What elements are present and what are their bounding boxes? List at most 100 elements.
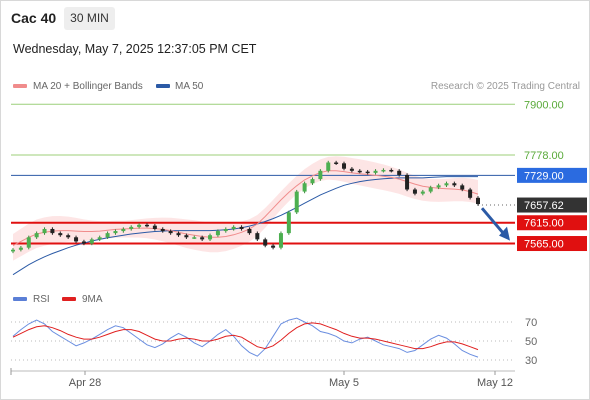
forecast-arrow-shaft <box>480 207 508 238</box>
price-label-bg <box>517 167 587 183</box>
candle-body <box>74 237 79 242</box>
candle-body <box>105 233 110 238</box>
bollinger-band <box>13 156 478 261</box>
rsi-line <box>12 317 479 358</box>
candle-body <box>263 239 268 246</box>
candle-body <box>420 191 425 194</box>
candle-body <box>468 189 473 198</box>
x-tick-label: Apr 28 <box>69 377 101 389</box>
price-label-text: 7615.00 <box>524 218 564 230</box>
candle-body <box>129 226 134 229</box>
candle-body <box>271 245 276 248</box>
candle-body <box>113 231 118 234</box>
candle-body <box>223 228 228 232</box>
candle-body <box>389 169 394 172</box>
candle-body <box>428 187 433 192</box>
candle-body <box>239 226 244 229</box>
candle-body <box>247 228 252 234</box>
x-tick-label: May 12 <box>477 377 513 389</box>
candle-body <box>81 241 86 244</box>
price-label-text: 7729.00 <box>524 170 564 182</box>
candle-body <box>318 170 323 180</box>
candle-body <box>97 237 102 240</box>
candle-body <box>66 235 71 238</box>
candle-body <box>436 185 441 188</box>
candle-body <box>121 228 126 232</box>
candle-body <box>255 233 260 240</box>
candle-body <box>18 247 23 250</box>
candle-body <box>326 162 331 171</box>
candle-body <box>168 231 173 234</box>
source-credit: Research © 2025 Trading Central <box>430 81 580 92</box>
ma9-legend-swatch <box>62 297 76 301</box>
instrument-title: Cac 40 <box>11 10 57 26</box>
ma20-line <box>12 170 479 247</box>
candle-body <box>452 183 457 186</box>
candle-body <box>278 233 283 248</box>
candle-body <box>381 169 386 172</box>
candle-body <box>342 163 347 169</box>
candle-body <box>200 237 205 240</box>
candle-body <box>184 235 189 238</box>
candle-body <box>397 170 402 175</box>
forecast-arrow-head <box>499 226 510 241</box>
candle-body <box>412 189 417 194</box>
price-label-text: 7778.00 <box>524 150 564 162</box>
candle-body <box>192 237 197 239</box>
ma20-legend-label: MA 20 + Bollinger Bands <box>33 81 143 92</box>
candle-body <box>160 228 165 232</box>
candle-body <box>349 168 354 171</box>
ma50-legend-label: MA 50 <box>175 81 204 92</box>
rsi-ma9-line <box>12 322 479 351</box>
price-label-bg <box>517 197 587 213</box>
price-label-7657-62: 7657.62 <box>517 197 587 213</box>
candle-body <box>42 228 47 234</box>
candle-body <box>208 235 213 240</box>
candle-body <box>286 212 291 234</box>
candle-body <box>26 237 31 248</box>
candle-body <box>34 233 39 238</box>
candle-body <box>294 191 299 213</box>
price-label-7778-00: 7778.00 <box>524 150 564 162</box>
candle-body <box>460 185 465 190</box>
candle-body <box>215 231 220 236</box>
candle-body <box>334 162 339 164</box>
price-label-text: 7900.00 <box>524 99 564 111</box>
timestamp: Wednesday, May 7, 2025 12:37:05 PM CET <box>13 42 257 56</box>
ma9-legend-label: 9MA <box>82 294 103 305</box>
rsi-tick-label: 50 <box>525 336 537 348</box>
candle-body <box>365 171 370 174</box>
price-label-7565-00: 7565.00 <box>517 236 587 252</box>
candle-body <box>373 170 378 173</box>
price-label-text: 7657.62 <box>524 200 564 212</box>
candle-body <box>302 183 307 192</box>
price-label-text: 7565.00 <box>524 239 564 251</box>
price-label-bg <box>517 236 587 252</box>
ma20-legend-swatch <box>13 84 27 88</box>
candle-body <box>357 170 362 173</box>
candle-body <box>144 224 149 227</box>
candle-body <box>476 197 480 205</box>
candle-body <box>231 226 236 229</box>
price-label-7615-00: 7615.00 <box>517 215 587 231</box>
candle-body <box>405 174 410 190</box>
rsi-legend-label: RSI <box>33 294 50 305</box>
candle-body <box>176 233 181 236</box>
rsi-legend-swatch <box>13 297 27 301</box>
candle-body <box>152 225 157 229</box>
candle-body <box>137 224 142 227</box>
rsi-tick-label: 70 <box>525 317 537 329</box>
candle-body <box>11 249 15 252</box>
candle-body <box>444 183 449 186</box>
price-label-7729-00: 7729.00 <box>517 167 587 183</box>
candle-body <box>58 233 63 236</box>
candle-body <box>310 179 315 184</box>
candle-body <box>50 228 55 234</box>
timeframe-button[interactable]: 30 MIN <box>64 7 115 30</box>
price-label-bg <box>517 215 587 231</box>
rsi-tick-label: 30 <box>525 355 537 367</box>
chart-header: Cac 40 30 MIN <box>0 0 590 36</box>
candle-body <box>89 239 94 244</box>
x-tick-label: May 5 <box>329 377 359 389</box>
